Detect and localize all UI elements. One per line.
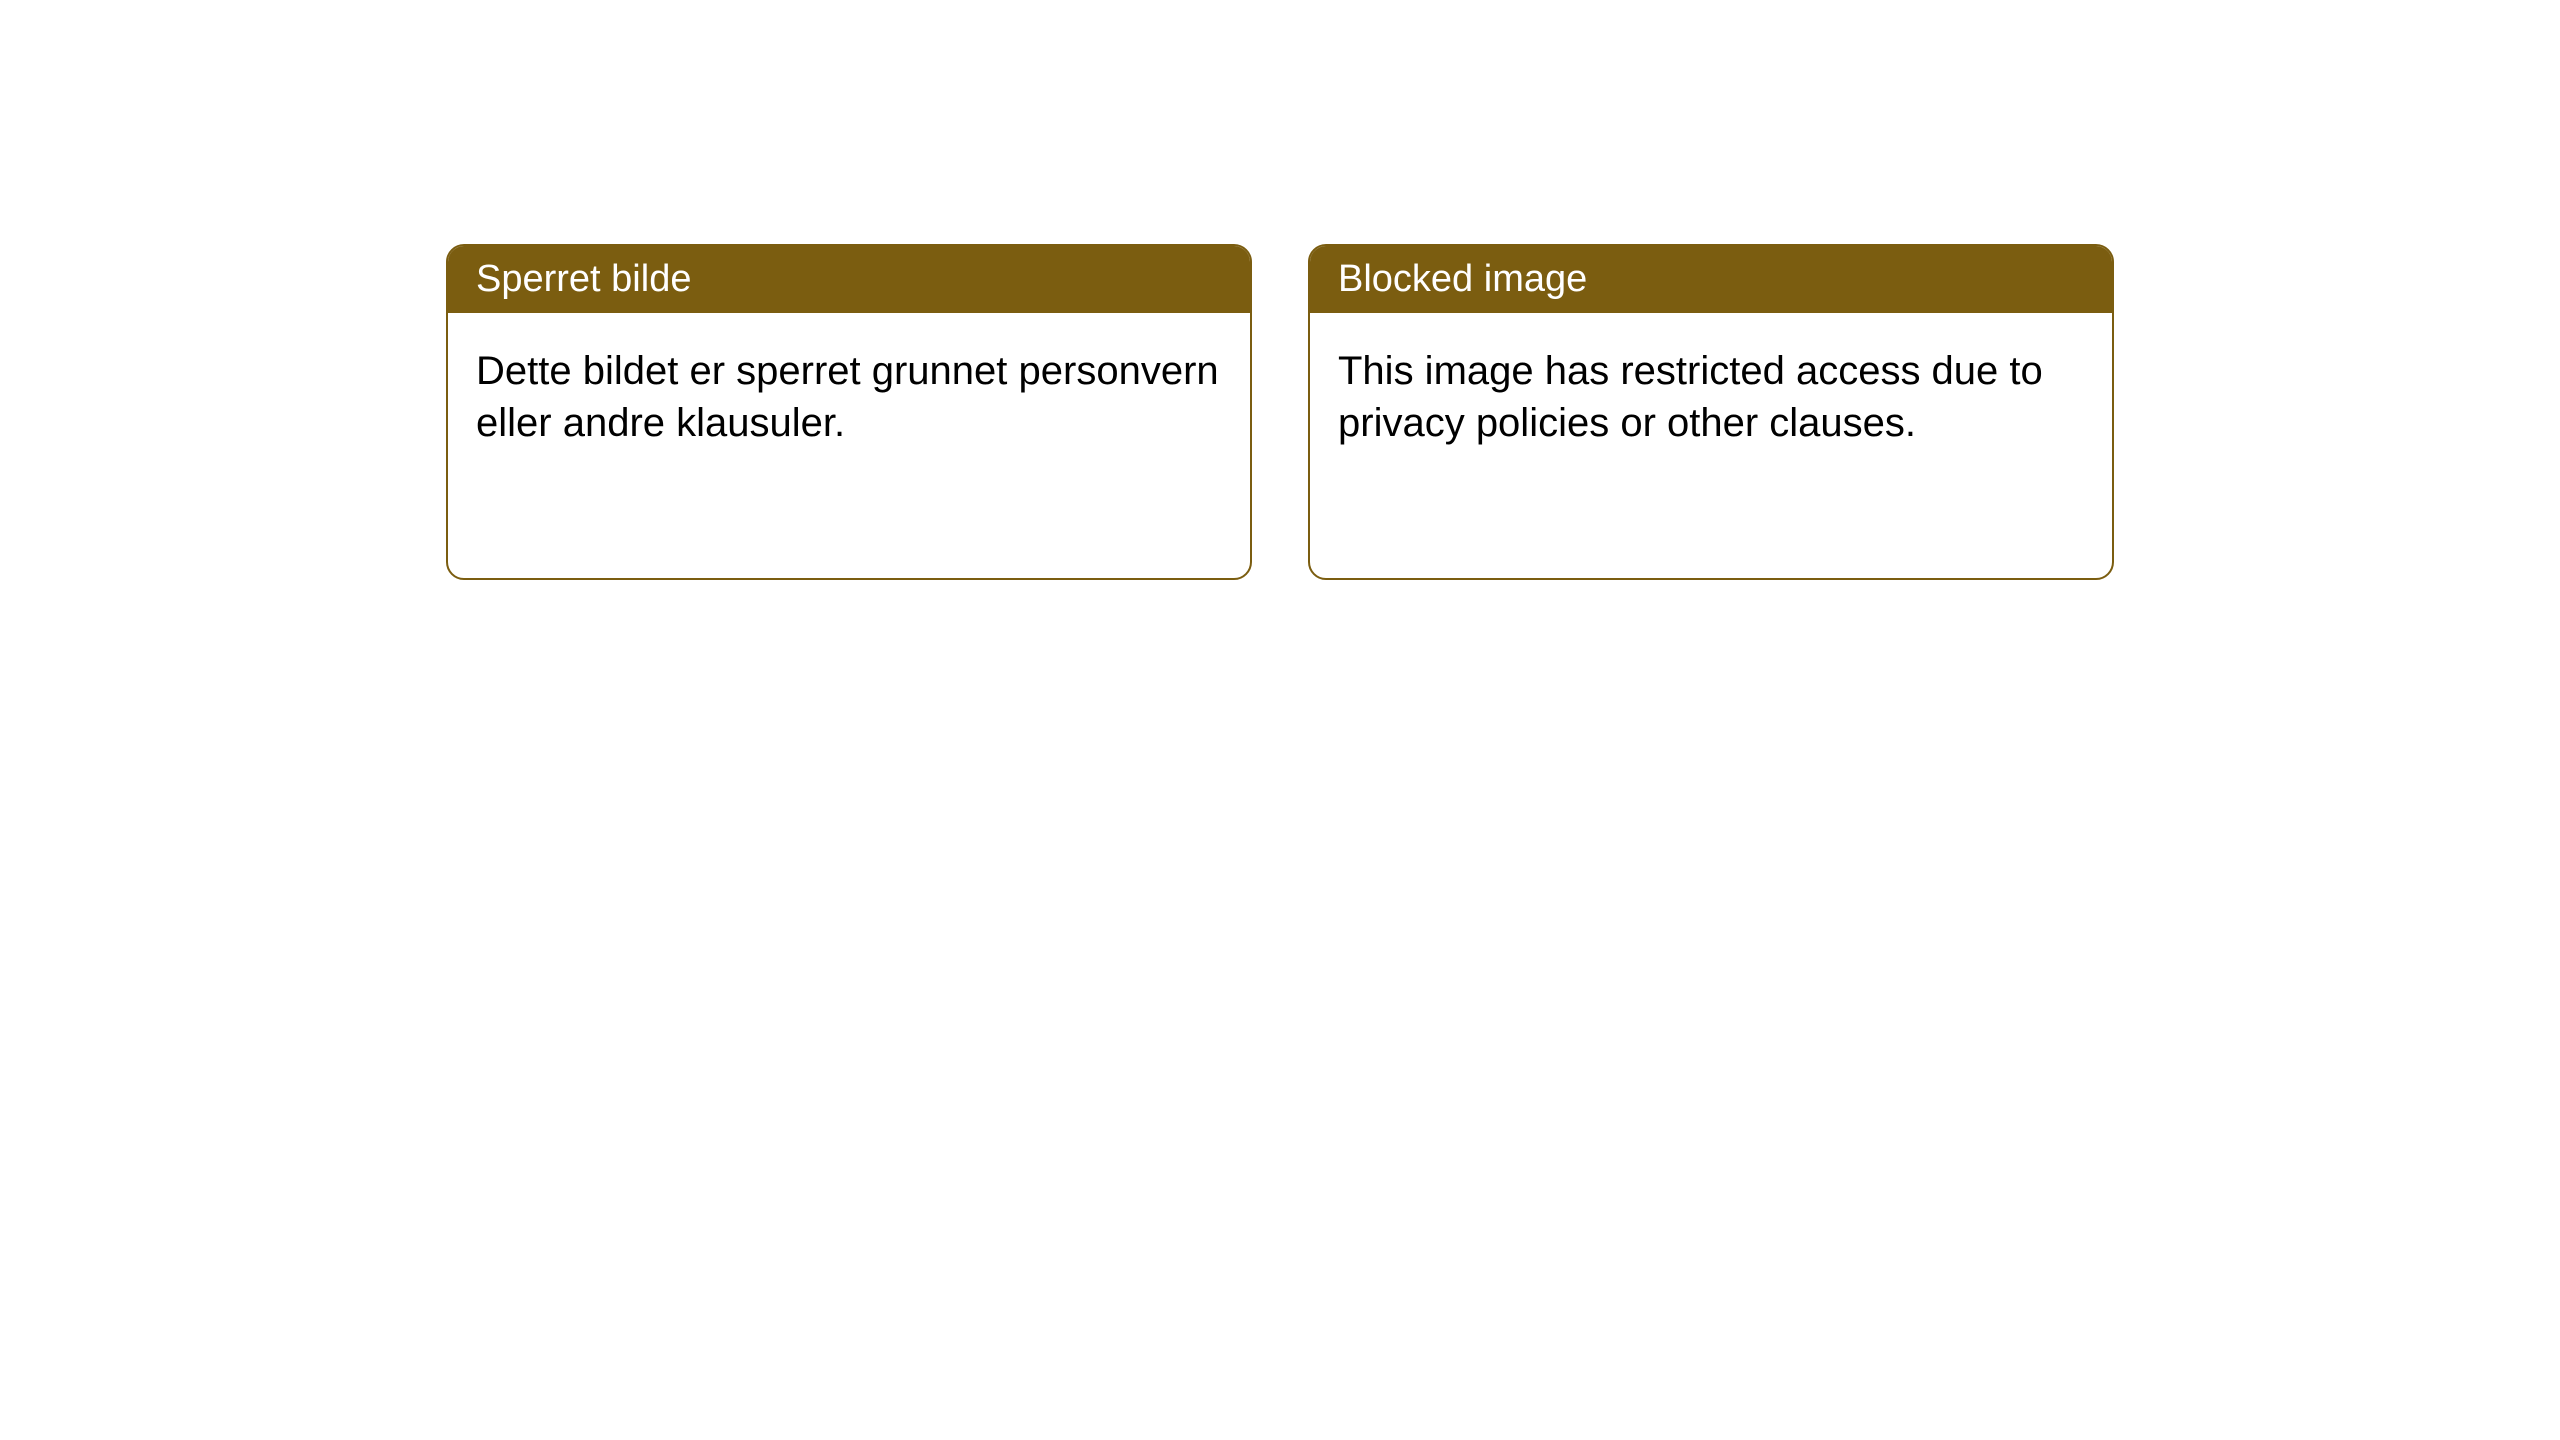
notice-container: Sperret bilde Dette bildet er sperret gr…	[446, 244, 2114, 580]
notice-card-norwegian: Sperret bilde Dette bildet er sperret gr…	[446, 244, 1252, 580]
notice-header-english: Blocked image	[1310, 246, 2112, 313]
notice-title-norwegian: Sperret bilde	[476, 258, 691, 300]
notice-card-english: Blocked image This image has restricted …	[1308, 244, 2114, 580]
notice-header-norwegian: Sperret bilde	[448, 246, 1250, 313]
notice-body-english: This image has restricted access due to …	[1310, 313, 2112, 481]
notice-body-norwegian: Dette bildet er sperret grunnet personve…	[448, 313, 1250, 481]
notice-text-norwegian: Dette bildet er sperret grunnet personve…	[476, 349, 1219, 445]
notice-text-english: This image has restricted access due to …	[1338, 349, 2043, 445]
notice-title-english: Blocked image	[1338, 258, 1587, 300]
